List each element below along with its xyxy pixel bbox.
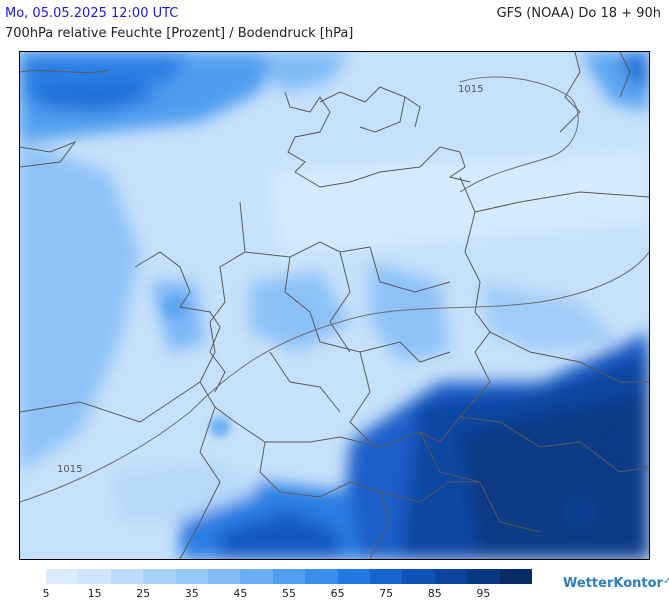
brand-mark-icon: ✓ [662, 576, 669, 587]
humidity-detail [163, 295, 634, 530]
color-scale-label: 25 [136, 587, 151, 600]
color-scale-swatch [208, 569, 241, 584]
color-scale-swatch [305, 569, 338, 584]
color-scale-label: 45 [233, 587, 248, 600]
color-scale-label: 75 [379, 587, 394, 600]
color-scale-label: 15 [87, 587, 102, 600]
humidity-map: 1015 1015 [19, 51, 650, 560]
color-scale-label: 85 [427, 587, 442, 600]
isobar-lines [20, 76, 649, 503]
color-scale-label: 55 [282, 587, 296, 600]
color-scale-label: 95 [476, 587, 491, 600]
color-scale-swatch [402, 569, 435, 584]
color-scale-swatch [337, 569, 371, 584]
color-scale-swatch [272, 569, 306, 584]
isobar-line [459, 76, 579, 193]
brand-name: WetterKontor [563, 576, 663, 591]
wetterkontor-logo: WetterKontor✓ [563, 576, 669, 591]
color-scale-swatch [143, 569, 176, 584]
border-lines [20, 52, 649, 559]
color-scale-labels: 5 15 25 35 45 55 65 75 85 95 [42, 587, 532, 601]
color-scale [46, 569, 533, 584]
isobar-label: 1015 [57, 464, 82, 475]
color-scale-swatch [240, 569, 273, 584]
color-scale-swatch [467, 569, 500, 584]
parameter-title: 700hPa relative Feuchte [Prozent] / Bode… [5, 26, 354, 41]
model-run-info: GFS (NOAA) Do 18 + 90h [496, 6, 661, 21]
color-scale-swatch [110, 569, 144, 584]
color-scale-swatch [46, 569, 79, 584]
color-scale-label: 5 [42, 587, 50, 600]
isobar-line [20, 251, 649, 503]
forecast-datetime: Mo, 05.05.2025 12:00 UTC [5, 6, 179, 21]
color-scale-swatch [434, 569, 468, 584]
color-scale-label: 65 [330, 587, 345, 600]
color-scale-swatch [78, 569, 111, 584]
color-scale-label: 35 [184, 587, 199, 600]
isobar-label: 1015 [458, 84, 483, 95]
color-scale-swatch [175, 569, 209, 584]
color-scale-swatch [370, 569, 403, 584]
color-scale-swatch [499, 569, 533, 584]
